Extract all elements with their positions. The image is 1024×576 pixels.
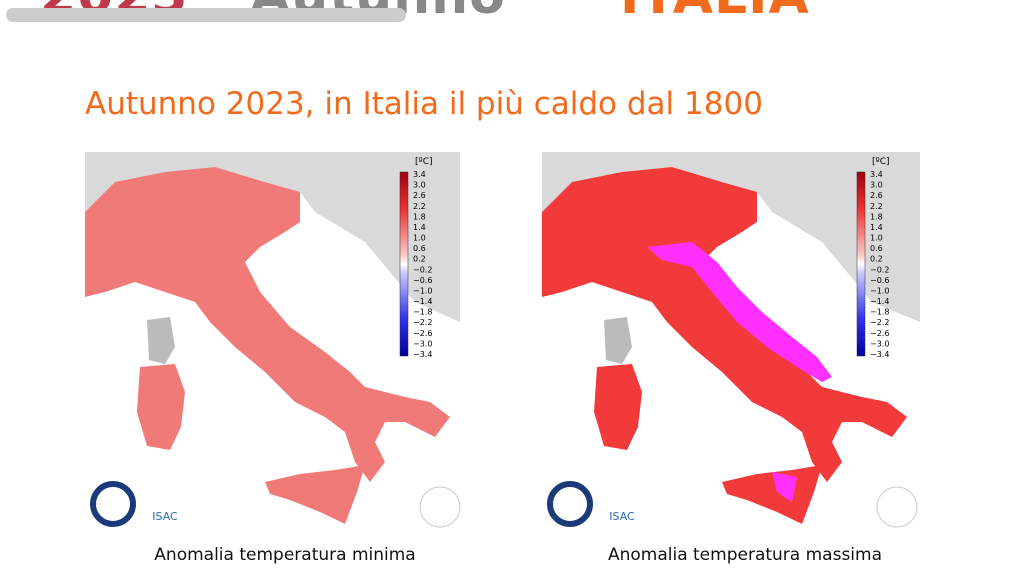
colorbar-label: −1.0 (413, 286, 432, 295)
colorbar-label: −1.8 (870, 308, 889, 317)
colorbar-label: −0.6 (870, 276, 889, 285)
colorbar-label: 0.6 (413, 244, 426, 253)
header-country: ITALIA (620, 0, 810, 26)
map-maximum: [ºC]3.43.02.62.21.81.41.00.60.2−0.2−0.6−… (542, 152, 920, 530)
colorbar-label: 1.0 (870, 234, 883, 243)
peak-anomaly (772, 472, 797, 502)
colorbar-label: −2.6 (413, 329, 432, 338)
colorbar-label: 1.0 (413, 234, 426, 243)
colorbar-label: 2.2 (870, 202, 883, 211)
colorbar-label: 3.4 (870, 170, 883, 179)
colorbar-label: −0.2 (413, 265, 432, 274)
colorbar-label: 1.8 (870, 212, 883, 221)
isac-text: ISAC (152, 510, 178, 523)
map-caption: Anomalia temperatura minima (154, 545, 416, 565)
colorbar-label: −0.6 (413, 276, 432, 285)
colorbar-label: −0.2 (870, 265, 889, 274)
isac-logo (143, 484, 188, 524)
colorbar-label: −2.2 (870, 318, 889, 327)
colorbar-label: 3.0 (870, 181, 883, 190)
colorbar-label: −2.6 (870, 329, 889, 338)
colorbar-label: −3.4 (413, 350, 432, 359)
colorbar-label: 3.4 (413, 170, 426, 179)
cnr-logo (90, 481, 136, 527)
isac-logo (600, 484, 645, 524)
protezione-civile-logo (876, 486, 918, 528)
slide-title: Autunno 2023, in Italia il più caldo dal… (85, 86, 763, 122)
colorbar-label: 1.4 (413, 223, 426, 232)
colorbar-unit: [ºC] (872, 157, 890, 167)
colorbar (399, 171, 409, 357)
colorbar-label: 0.2 (413, 255, 426, 264)
colorbar-label: 2.6 (870, 191, 883, 200)
colorbar-unit: [ºC] (415, 157, 433, 167)
relief (542, 152, 920, 322)
map-minimum: [ºC]3.43.02.62.21.81.41.00.60.2−0.2−0.6−… (85, 152, 461, 530)
colorbar-label: 0.6 (870, 244, 883, 253)
colorbar-label: −1.8 (413, 308, 432, 317)
colorbar-label: 2.6 (413, 191, 426, 200)
colorbar-label: −1.4 (413, 297, 432, 306)
corsica (147, 317, 175, 364)
isac-text: ISAC (609, 510, 635, 523)
brush-stroke (6, 8, 406, 22)
colorbar-label: −3.0 (413, 339, 432, 348)
map-caption: Anomalia temperatura massima (607, 545, 883, 565)
colorbar-label: 2.2 (413, 202, 426, 211)
colorbar (856, 171, 866, 357)
colorbar-label: −1.4 (870, 297, 889, 306)
colorbar-label: −1.0 (870, 286, 889, 295)
colorbar-label: 0.2 (870, 255, 883, 264)
corsica (604, 317, 632, 364)
colorbar-label: 1.4 (870, 223, 883, 232)
relief (85, 152, 460, 322)
colorbar-label: −2.2 (413, 318, 432, 327)
protezione-civile-logo (419, 486, 461, 528)
colorbar-label: −3.0 (870, 339, 889, 348)
peak-anomaly (647, 242, 832, 382)
colorbar-label: 1.8 (413, 212, 426, 221)
colorbar-label: −3.4 (870, 350, 889, 359)
cnr-logo (547, 481, 593, 527)
colorbar-label: 3.0 (413, 181, 426, 190)
